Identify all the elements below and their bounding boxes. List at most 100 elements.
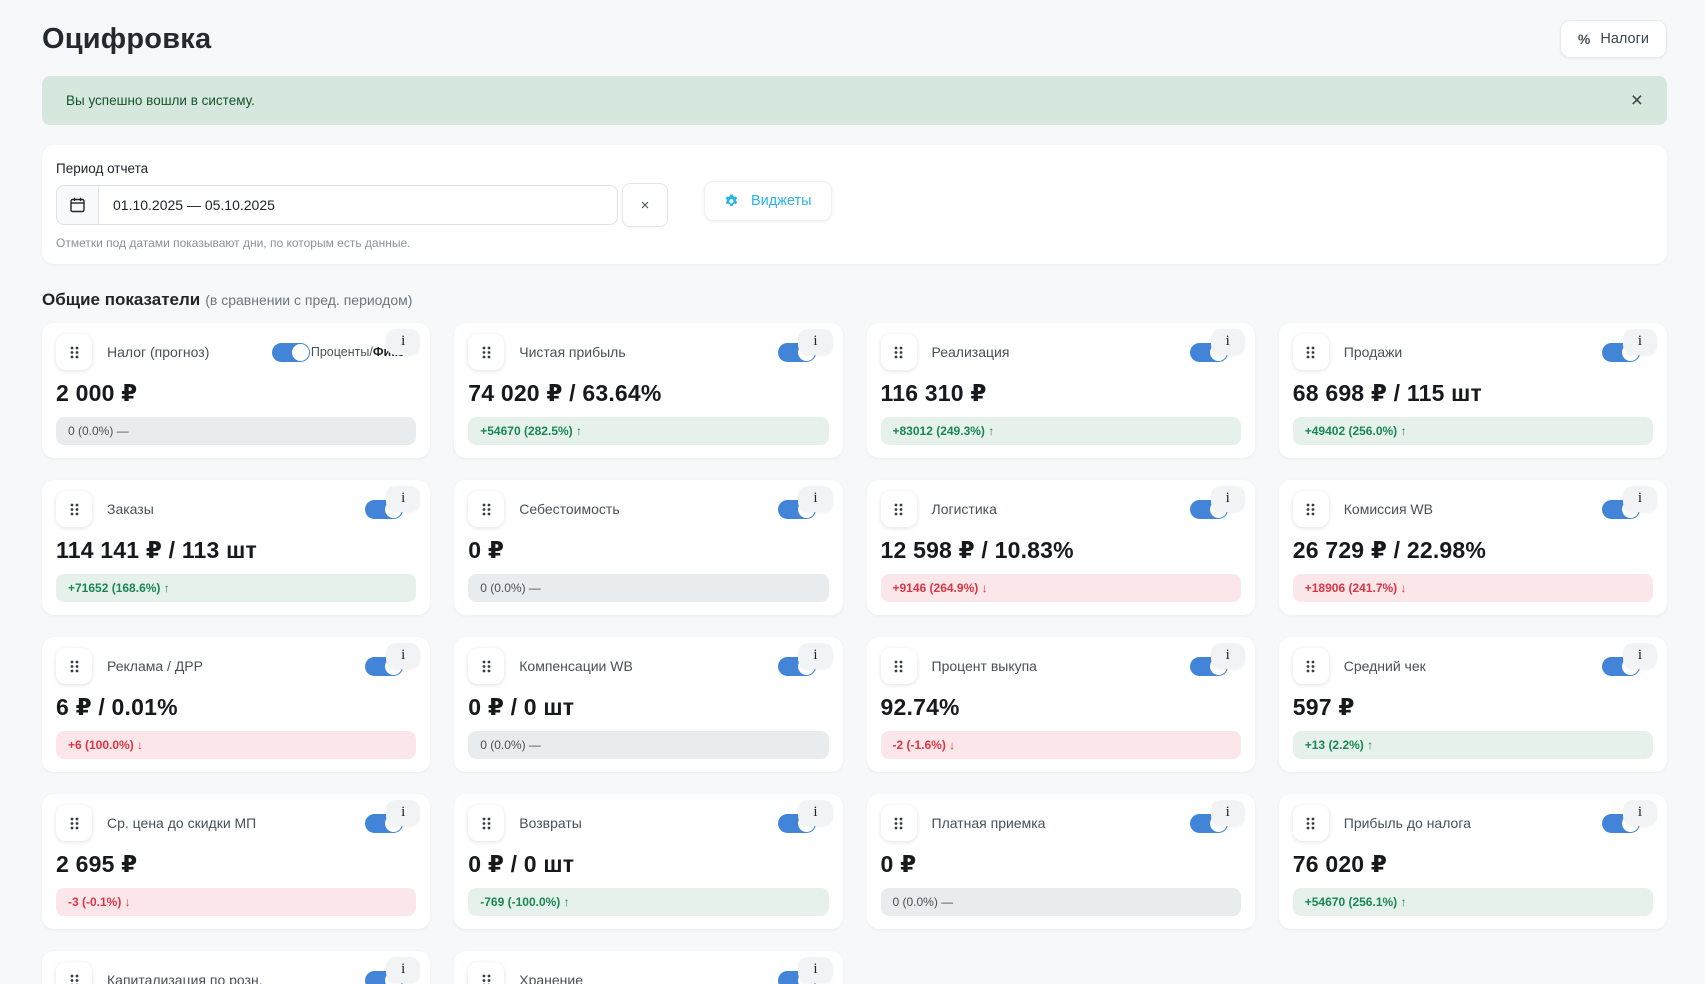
metric-value: 92.74% [880,694,960,720]
info-button[interactable]: i [386,800,421,826]
metric-label: Продажи [1343,344,1403,360]
metric-value: 12 598 ₽ / 10.83% [880,537,1074,563]
clear-date-button[interactable]: × [622,183,668,227]
info-icon: i [1225,333,1230,349]
info-button[interactable]: i [1210,643,1245,669]
metric-label: Средний чек [1343,658,1426,674]
metric-value: 26 729 ₽ / 22.98% [1292,537,1487,563]
info-icon: i [401,333,406,349]
info-icon: i [1225,490,1230,506]
drag-handle[interactable] [1292,334,1329,370]
taxes-button-label: Налоги [1600,31,1649,47]
info-button[interactable]: i [386,486,421,512]
drag-dots-icon [70,660,79,673]
date-range-input[interactable] [98,185,618,225]
metric-value: 76 020 ₽ [1292,851,1388,877]
metrics-grid: i Налог (прогноз) Проценты / Фикс 2 000 … [42,323,1667,984]
report-period-panel: Период отчета × Отмет [42,145,1667,264]
metric-card: i Комиссия WB 26 729 ₽ / 22.98% +18906 (… [1278,480,1667,615]
metric-value: 0 ₽ / 0 шт [468,694,575,720]
info-button[interactable]: i [1622,329,1657,355]
drag-dots-icon [482,660,491,673]
drag-dots-icon [482,503,491,516]
drag-handle[interactable] [468,334,505,370]
drag-handle[interactable] [880,805,917,841]
metric-value: 6 ₽ / 0.01% [56,694,178,720]
drag-handle[interactable] [56,491,92,527]
info-button[interactable]: i [386,957,421,983]
info-button[interactable]: i [798,800,833,826]
info-button[interactable]: i [1210,329,1245,355]
metric-value: 597 ₽ [1292,694,1355,720]
metric-card: i Средний чек 597 ₽ +13 (2.2%) ↑ [1278,637,1667,772]
delta-badge: +9146 (264.9%) ↓ [880,574,1241,602]
drag-handle[interactable] [880,648,917,684]
drag-dots-icon [1306,503,1315,516]
info-button[interactable]: i [386,643,421,669]
drag-dots-icon [482,346,491,359]
metric-label: Чистая прибыль [519,344,626,360]
drag-dots-icon [894,660,903,673]
metric-label: Налог (прогноз) [107,344,210,360]
metric-label: Заказы [107,501,154,517]
info-icon: i [813,333,818,349]
delta-badge: 0 (0.0%) — [468,731,829,759]
metric-label: Процент выкупа [931,658,1037,674]
drag-handle[interactable] [468,962,505,984]
drag-handle[interactable] [468,491,505,527]
metric-card: i Хранение 958 ₽ +284 (42.1%) ↓ [454,951,843,984]
info-button[interactable]: i [1622,643,1657,669]
toggle-separator: / [369,345,373,359]
metric-value: 68 698 ₽ / 115 шт [1292,380,1482,406]
drag-dots-icon [1306,346,1315,359]
metric-card: i Ср. цена до скидки МП 2 695 ₽ -3 (-0.1… [42,794,431,929]
drag-handle[interactable] [880,334,917,370]
info-button[interactable]: i [798,957,833,983]
delta-badge: -2 (-1.6%) ↓ [880,731,1241,759]
drag-handle[interactable] [1292,805,1329,841]
clear-icon: × [640,196,650,214]
info-button[interactable]: i [386,329,421,355]
alert-close-button[interactable]: × [1631,90,1643,111]
drag-handle[interactable] [56,805,92,841]
drag-handle[interactable] [1292,491,1329,527]
drag-handle[interactable] [1292,648,1329,684]
drag-handle[interactable] [56,334,92,370]
info-icon: i [1637,333,1642,349]
drag-handle[interactable] [468,648,505,684]
drag-dots-icon [1306,817,1315,830]
metric-card: i Прибыль до налога 76 020 ₽ +54670 (256… [1278,794,1667,929]
metric-card: i Компенсации WB 0 ₽ / 0 шт 0 (0.0%) — [454,637,843,772]
metric-value: 116 310 ₽ [880,380,987,406]
drag-handle[interactable] [56,648,92,684]
delta-badge: 0 (0.0%) — [56,417,417,445]
metric-label: Прибыль до налога [1343,815,1471,831]
metric-card: i Реализация 116 310 ₽ +83012 (249.3%) ↑ [866,323,1255,458]
info-button[interactable]: i [798,643,833,669]
drag-handle[interactable] [468,805,505,841]
date-range-group: × [56,183,668,227]
drag-handle[interactable] [56,962,92,984]
info-icon: i [401,804,406,820]
info-icon: i [813,647,818,663]
taxes-button[interactable]: % Налоги [1559,20,1667,58]
drag-handle[interactable] [880,491,917,527]
metric-label: Компенсации WB [519,658,633,674]
info-button[interactable]: i [1622,486,1657,512]
tax-mode-toggle[interactable]: Проценты / Фикс [271,342,404,362]
widgets-button[interactable]: Виджеты [704,181,832,221]
info-icon: i [401,490,406,506]
info-button[interactable]: i [1210,486,1245,512]
metric-label: Себестоимость [519,501,620,517]
metric-card: i Чистая прибыль 74 020 ₽ / 63.64% +5467… [454,323,843,458]
info-button[interactable]: i [1622,800,1657,826]
metric-value: 0 ₽ [468,537,505,563]
info-button[interactable]: i [1210,800,1245,826]
metric-value: 0 ₽ / 0 шт [468,851,575,877]
drag-dots-icon [70,974,79,984]
metric-value: 114 141 ₽ / 113 шт [56,537,257,563]
info-button[interactable]: i [798,486,833,512]
info-button[interactable]: i [798,329,833,355]
delta-badge: +6 (100.0%) ↓ [56,731,417,759]
